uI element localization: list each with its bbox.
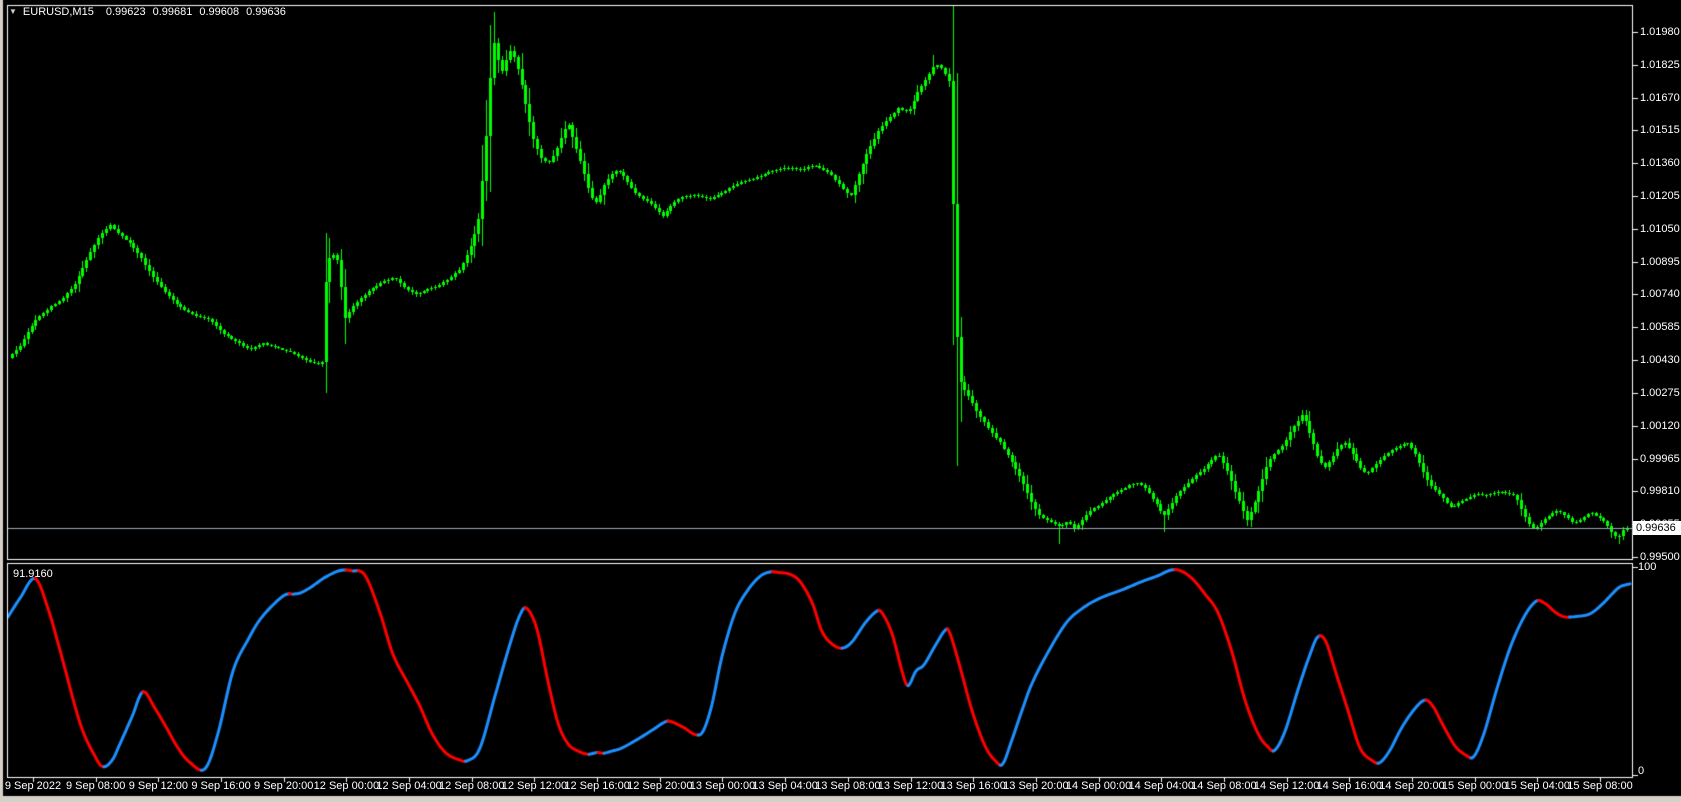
price-axis-label: 1.00120 [1640,420,1680,432]
ohlc-low: 0.99608 [199,6,240,18]
price-axis-label: 1.01670 [1640,92,1680,104]
time-axis-label: 15 Sep 08:00 [1567,780,1633,792]
time-axis-label: 9 Sep 16:00 [191,780,251,792]
time-axis-label: 15 Sep 04:00 [1504,780,1571,792]
symbol-period-label: EURUSD,M15 [22,6,94,18]
time-axis-label: 9 Sep 2022 [4,780,62,792]
time-axis-label: 14 Sep 20:00 [1379,780,1445,792]
time-axis-label: 12 Sep 04:00 [376,780,442,792]
time-axis-label: 14 Sep 08:00 [1191,780,1257,792]
price-axis-label: 0.99500 [1640,551,1680,563]
price-axis-label: 0.99810 [1640,485,1680,497]
time-axis-label: 13 Sep 16:00 [940,780,1006,792]
current-price-box: 0.99636 [1633,521,1681,535]
price-axis-label: 1.01205 [1640,190,1680,202]
time-axis-label: 12 Sep 00:00 [313,780,380,792]
price-axis-label: 1.01825 [1640,59,1680,71]
price-axis-label: 1.00430 [1640,354,1680,366]
time-axis-label: 12 Sep 08:00 [439,780,505,792]
price-axis-label: 1.01050 [1640,223,1680,235]
time-axis-label: 9 Sep 08:00 [66,780,126,792]
time-axis-label: 13 Sep 20:00 [1003,780,1069,792]
price-axis-label: 1.00895 [1640,256,1680,268]
price-axis-label: 1.00740 [1640,288,1680,300]
chart-info-line: ▼ EURUSD,M15 0.99623 0.99681 0.99608 0.99636 [9,6,293,18]
ohlc-high: 0.99681 [152,6,193,18]
time-axis-label: 12 Sep 12:00 [501,780,568,792]
time-axis-label: 12 Sep 16:00 [564,780,630,792]
indicator-scale-max: 100 [1638,561,1657,573]
time-axis-label: 13 Sep 08:00 [815,780,881,792]
indicator-scale-min: 0 [1638,765,1645,777]
ohlc-close: 0.99636 [246,6,286,18]
time-axis-label: 14 Sep 12:00 [1253,780,1320,792]
price-axis-label: 0.99965 [1640,453,1680,465]
chart-triangle-icon: ▼ [9,7,17,16]
time-axis-label: 9 Sep 12:00 [128,780,189,792]
time-axis-label: 14 Sep 00:00 [1065,780,1132,792]
price-axis-label: 1.01360 [1640,157,1680,169]
time-axis-label: 12 Sep 20:00 [627,780,693,792]
price-axis-label: 1.01515 [1640,124,1680,136]
time-axis-label: 13 Sep 04:00 [752,780,818,792]
time-axis-label: 14 Sep 04:00 [1128,780,1194,792]
time-axis-label: 9 Sep 20:00 [254,780,314,792]
price-axis-label: 1.01980 [1640,26,1680,38]
time-axis-label: 13 Sep 12:00 [877,780,944,792]
price-axis-label: 1.00585 [1640,321,1680,333]
time-axis-label: 14 Sep 16:00 [1316,780,1382,792]
price-axis-label: 1.00275 [1640,387,1680,399]
time-axis-label: 15 Sep 00:00 [1441,780,1508,792]
ohlc-open: 0.99623 [105,6,146,18]
time-axis-label: 13 Sep 00:00 [689,780,756,792]
indicator-current-value: 91.9160 [13,568,53,580]
